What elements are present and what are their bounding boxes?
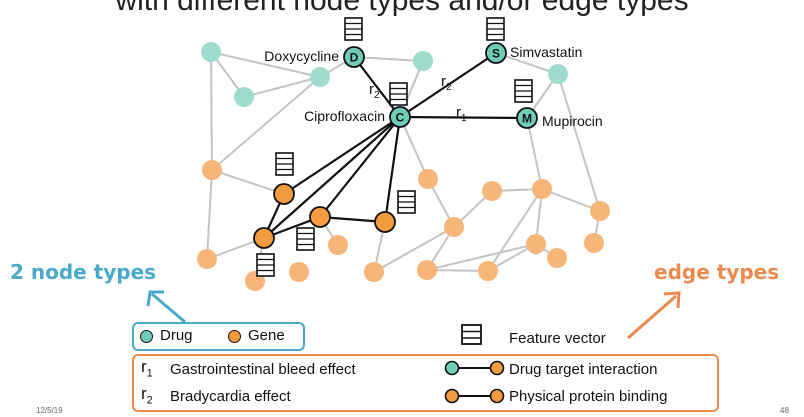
graph-edge — [210, 51, 321, 78]
footer-date: 12/5/19 — [36, 406, 63, 415]
gene-node — [374, 211, 396, 233]
gene-node — [289, 262, 309, 282]
r1-legend-label: Gastrointestinal bleed effect — [170, 361, 356, 378]
edge-label-r2: r2 — [441, 73, 452, 93]
graph-edge — [243, 76, 321, 98]
drug-label-doxycycline: Doxycycline — [264, 48, 339, 64]
feature-vector-icon — [514, 79, 533, 103]
drug-node — [343, 46, 365, 68]
node-callout-arrowhead — [146, 290, 164, 307]
feature-vector-icon — [344, 17, 363, 41]
edge-types-callout: edge types — [654, 260, 780, 284]
graph-edge — [206, 169, 213, 260]
graph-edge — [487, 188, 543, 272]
drug-label-ciprofloxacin: Ciprofloxacin — [304, 108, 385, 124]
drug-target-edge-icon — [444, 360, 505, 376]
edge-callout-arrowhead — [663, 291, 681, 309]
r2-symbol: r2 — [141, 384, 153, 407]
feature-vector-icon — [256, 253, 275, 277]
graph-edge — [557, 73, 601, 212]
drug-target-legend-label: Drug target interaction — [509, 361, 658, 378]
feature-vector-icon — [389, 82, 408, 106]
gene-node — [584, 233, 604, 253]
gene-node — [253, 227, 275, 249]
graph-edge-highlighted — [353, 56, 401, 118]
drug-node — [413, 51, 433, 71]
graph-edge-highlighted — [383, 116, 402, 223]
gene-node — [328, 235, 348, 255]
feature-vector-icon — [275, 152, 294, 176]
drug-node — [234, 87, 254, 107]
gene-node — [273, 183, 295, 205]
drug-legend-label: Drug — [160, 327, 193, 344]
gene-node — [590, 201, 610, 221]
edge-legend-box — [132, 354, 719, 412]
drug-node — [485, 42, 507, 64]
drug-node — [548, 64, 568, 84]
graph-edge — [373, 226, 455, 273]
drug-legend-dot — [140, 330, 153, 343]
gene-node — [202, 160, 222, 180]
gene-node — [547, 248, 567, 268]
gene-node — [309, 206, 331, 228]
graph-edge — [211, 169, 285, 195]
feature-vector-icon — [397, 190, 416, 214]
drug-node-letter: C — [396, 111, 405, 125]
edge-label-r1: r1 — [456, 104, 467, 124]
gene-node — [532, 179, 552, 199]
r1-symbol: r1 — [141, 357, 153, 380]
node-callout-arrow — [151, 292, 186, 324]
graph-edge — [495, 52, 559, 75]
gene-node — [482, 181, 502, 201]
gene-node — [478, 261, 498, 281]
graph-edge — [399, 116, 429, 180]
footer-page-number: 48 — [780, 406, 789, 415]
drug-node-letter: S — [492, 47, 500, 61]
gene-node — [526, 234, 546, 254]
node-types-callout: 2 node types — [10, 260, 157, 284]
drug-node-letter: D — [350, 51, 359, 65]
graph-edge-highlighted — [263, 116, 401, 239]
gene-node — [418, 169, 438, 189]
edge-label-r2: r2 — [369, 81, 380, 101]
gene-node — [364, 262, 384, 282]
gene-node — [197, 249, 217, 269]
drug-node-letter: M — [522, 112, 532, 126]
graph-edge-highlighted — [319, 116, 401, 218]
graph-edge — [426, 243, 537, 271]
graph-edge — [210, 51, 213, 171]
drug-node — [201, 42, 221, 62]
gene-legend-label: Gene — [248, 327, 285, 344]
r2-legend-label: Bradycardia effect — [170, 388, 291, 405]
graph-edge — [211, 76, 321, 171]
drug-node — [516, 107, 538, 129]
graph-edge — [541, 188, 601, 212]
graph-edge — [353, 56, 424, 62]
drug-label-simvastatin: Simvastatin — [510, 44, 582, 60]
graph-edge-highlighted — [399, 52, 497, 118]
node-legend-box — [132, 322, 305, 351]
feature-vector-legend-icon — [461, 324, 482, 345]
edge-callout-arrow — [627, 294, 677, 340]
graph-edge-highlighted — [283, 116, 401, 195]
drug-node — [389, 106, 411, 128]
feature-vector-icon — [486, 17, 505, 41]
protein-binding-legend-label: Physical protein binding — [509, 388, 668, 405]
drug-label-mupirocin: Mupirocin — [542, 113, 603, 129]
graph-edge — [526, 117, 543, 190]
feature-vector-icon — [296, 227, 315, 251]
protein-binding-edge-icon — [444, 388, 505, 404]
graph-edge-highlighted — [399, 115, 528, 120]
feature-vector-legend-label: Feature vector — [509, 330, 606, 347]
gene-legend-dot — [228, 330, 241, 343]
slide-title: with different node types and/or edge ty… — [115, 0, 689, 17]
gene-node — [417, 260, 437, 280]
graph-edge — [426, 269, 489, 272]
drug-node — [310, 67, 330, 87]
gene-node — [444, 217, 464, 237]
